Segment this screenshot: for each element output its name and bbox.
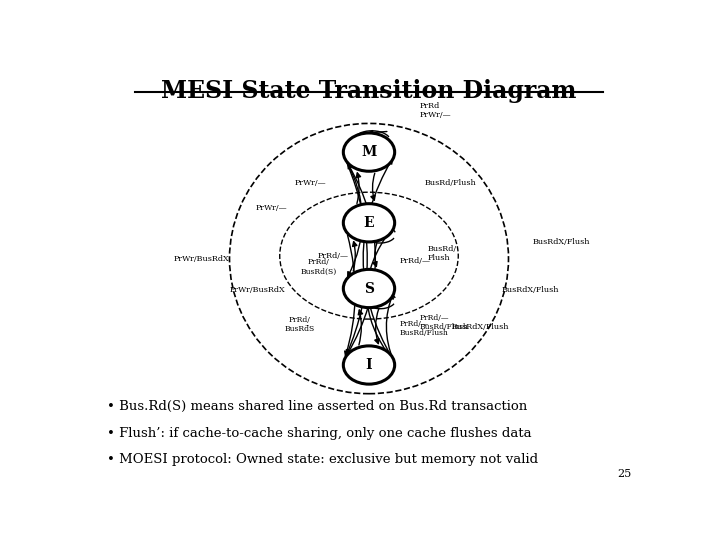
Text: PrRd/—: PrRd/— (318, 252, 348, 260)
Text: M: M (361, 145, 377, 159)
Text: PrRd/—
BusRd/Flush: PrRd/— BusRd/Flush (400, 320, 449, 337)
Text: BusRd/
Flush: BusRd/ Flush (428, 245, 456, 262)
Circle shape (343, 346, 395, 384)
Text: PrWr/—: PrWr/— (294, 179, 326, 187)
Text: I: I (366, 358, 372, 372)
FancyArrowPatch shape (363, 159, 393, 359)
Circle shape (343, 269, 395, 308)
Text: BusRdX/Flush: BusRdX/Flush (502, 286, 559, 294)
Text: S: S (364, 281, 374, 295)
Text: PrWr/—: PrWr/— (256, 204, 287, 212)
FancyArrowPatch shape (345, 235, 355, 356)
FancyArrowPatch shape (387, 294, 394, 361)
Text: MESI State Transition Diagram: MESI State Transition Diagram (161, 79, 577, 103)
FancyArrowPatch shape (373, 244, 377, 266)
Text: PrRd/—
BusRd/Flush: PrRd/— BusRd/Flush (419, 314, 468, 331)
FancyArrowPatch shape (371, 173, 375, 200)
Text: PrRd/
BusRd(S): PrRd/ BusRd(S) (301, 258, 337, 275)
Text: BusRd/Flush: BusRd/Flush (425, 179, 477, 187)
Text: E: E (364, 216, 374, 230)
Text: 25: 25 (617, 469, 631, 478)
Text: BusRdX/Flush: BusRdX/Flush (452, 323, 509, 331)
FancyArrowPatch shape (353, 241, 357, 271)
Circle shape (343, 133, 395, 171)
FancyArrowPatch shape (359, 310, 363, 345)
FancyArrowPatch shape (366, 229, 392, 360)
Text: • Bus.Rd(S) means shared line asserted on Bus.Rd transaction: • Bus.Rd(S) means shared line asserted o… (107, 400, 527, 413)
Text: PrRd/—: PrRd/— (400, 256, 431, 265)
FancyArrowPatch shape (375, 308, 379, 343)
Text: PrWr/BusRdX: PrWr/BusRdX (230, 286, 285, 294)
FancyArrowPatch shape (347, 164, 375, 355)
Text: PrRd/
BusRd̅S: PrRd/ BusRd̅S (284, 316, 315, 333)
Text: BusRdX/Flush: BusRdX/Flush (533, 238, 590, 246)
FancyArrowPatch shape (356, 173, 361, 204)
FancyArrowPatch shape (346, 163, 367, 354)
FancyArrowPatch shape (346, 159, 362, 276)
Text: • MOESI protocol: Owned state: exclusive but memory not valid: • MOESI protocol: Owned state: exclusive… (107, 453, 538, 465)
Text: PrRd
PrWr/—: PrRd PrWr/— (419, 102, 451, 119)
FancyArrowPatch shape (369, 131, 387, 134)
Text: • Flush’: if cache-to-cache sharing, only one cache flushes data: • Flush’: if cache-to-cache sharing, onl… (107, 427, 531, 440)
Circle shape (343, 204, 395, 242)
Text: PrWr/BusRdX: PrWr/BusRdX (174, 254, 230, 262)
